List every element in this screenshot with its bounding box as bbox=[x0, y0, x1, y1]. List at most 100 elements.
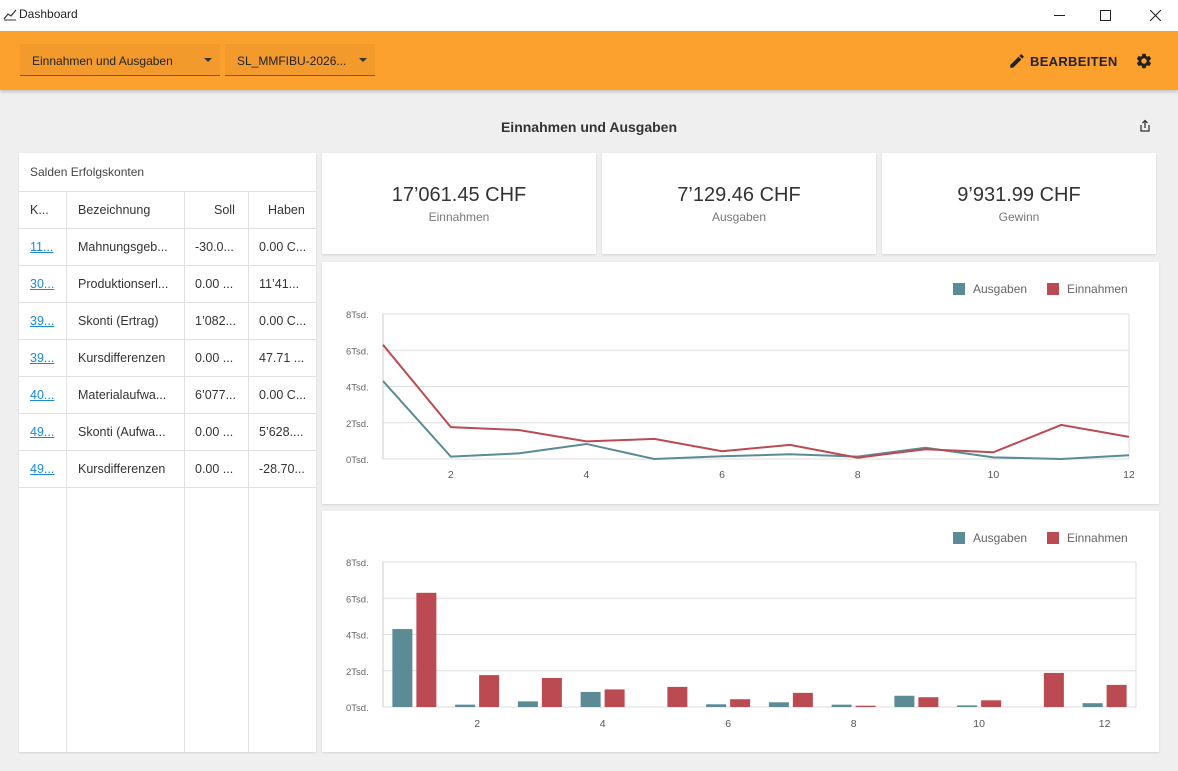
minimize-button[interactable] bbox=[1036, 0, 1082, 31]
table-cell-konto[interactable]: 40... bbox=[30, 388, 55, 402]
bar-ausgaben bbox=[831, 704, 852, 707]
bar-einnahmen bbox=[918, 697, 939, 707]
y-tick-label: 2Tsd. bbox=[346, 419, 369, 430]
divider bbox=[19, 191, 316, 192]
bar-einnahmen bbox=[479, 675, 500, 707]
bar-ausgaben bbox=[768, 702, 789, 707]
x-tick-label: 4 bbox=[584, 469, 590, 481]
close-button[interactable] bbox=[1132, 0, 1178, 31]
table-row-divider bbox=[19, 376, 316, 377]
gear-icon[interactable] bbox=[1135, 52, 1153, 70]
table-cell-haben: 47.71 ... bbox=[259, 351, 305, 365]
table-cell-konto[interactable]: 39... bbox=[30, 351, 55, 365]
x-tick-label: 6 bbox=[719, 469, 725, 481]
table-cell-konto[interactable]: 39... bbox=[30, 314, 55, 328]
bar-ausgaben bbox=[455, 704, 476, 707]
bar-einnahmen bbox=[604, 689, 625, 707]
y-tick-label: 6Tsd. bbox=[346, 346, 369, 357]
chevron-down-icon bbox=[359, 58, 367, 62]
bar-chart: 0Tsd. 2Tsd. 4Tsd. 6Tsd. 8Tsd. 2 4 6 8 10 12 bbox=[346, 558, 1137, 730]
x-tick-label: 2 bbox=[474, 718, 480, 730]
x-tick-label: 12 bbox=[1123, 469, 1135, 481]
y-tick-label: 4Tsd. bbox=[346, 383, 369, 394]
column-header-haben[interactable]: Haben bbox=[268, 203, 305, 217]
table-cell-haben: 0.00 C... bbox=[259, 388, 307, 402]
bar-ausgaben bbox=[706, 704, 727, 707]
table-cell-konto[interactable]: 30... bbox=[30, 277, 55, 291]
divider bbox=[19, 228, 316, 229]
table-cell-bezeichnung: Kursdifferenzen bbox=[78, 351, 166, 365]
column-header-bezeichnung[interactable]: Bezeichnung bbox=[78, 203, 151, 217]
bar-einnahmen bbox=[792, 692, 813, 707]
chart-line-icon bbox=[3, 9, 17, 21]
x-tick-label: 6 bbox=[725, 718, 731, 730]
window-title: Dashboard bbox=[19, 7, 78, 21]
dataset-select[interactable]: SL_MMFIBU-2026... bbox=[225, 44, 375, 76]
share-icon[interactable] bbox=[1138, 119, 1152, 133]
maximize-button[interactable] bbox=[1082, 0, 1128, 31]
x-tick-label: 8 bbox=[855, 469, 861, 481]
kpi-label: Ausgaben bbox=[711, 210, 767, 224]
divider bbox=[248, 191, 249, 752]
kpi-label: Einnahmen bbox=[428, 210, 490, 224]
report-select[interactable]: Einnahmen und Ausgaben bbox=[20, 44, 220, 76]
table-cell-soll: 0.00 ... bbox=[195, 277, 234, 291]
legend-item-einnahmen[interactable]: Einnahmen bbox=[1047, 531, 1128, 545]
legend-label: Einnahmen bbox=[1067, 282, 1128, 296]
divider bbox=[184, 191, 185, 752]
kpi-ausgaben: 7’129.46 CHF Ausgaben bbox=[602, 153, 876, 254]
table-cell-haben: 0.00 C... bbox=[259, 314, 307, 328]
legend-swatch bbox=[1047, 283, 1059, 295]
bar-einnahmen bbox=[416, 592, 437, 707]
edit-button[interactable]: BEARBEITEN bbox=[1008, 50, 1118, 72]
table-row-divider bbox=[19, 339, 316, 340]
kpi-label: Gewinn bbox=[998, 210, 1040, 224]
bar-ausgaben bbox=[1082, 703, 1103, 707]
series-line-ausgaben bbox=[382, 380, 1130, 461]
line-chart-card: Ausgaben Einnahmen 0Tsd. 2Tsd. 4Tsd. 6Tsd. 8… bbox=[322, 262, 1159, 504]
y-tick-label: 8Tsd. bbox=[346, 558, 369, 569]
report-select-value: Einnahmen und Ausgaben bbox=[32, 54, 173, 68]
table-cell-konto[interactable]: 49... bbox=[30, 462, 55, 476]
kpi-value: 17’061.45 CHF bbox=[391, 184, 527, 206]
bar-chart-card: Ausgaben Einnahmen 0Tsd. 2Tsd. 4Tsd. 6Tsd. 8… bbox=[322, 511, 1159, 752]
column-header-konto[interactable]: K... bbox=[30, 203, 49, 217]
table-row-divider bbox=[19, 265, 316, 266]
legend-item-einnahmen[interactable]: Einnahmen bbox=[1047, 282, 1128, 296]
x-tick-label: 2 bbox=[448, 469, 454, 481]
legend-label: Ausgaben bbox=[973, 531, 1028, 545]
page-title: Einnahmen und Ausgaben bbox=[500, 119, 678, 135]
table-cell-soll: 0.00 ... bbox=[195, 462, 234, 476]
edit-button-label: BEARBEITEN bbox=[1030, 53, 1118, 69]
table-cell-bezeichnung: Skonti (Aufwa... bbox=[78, 425, 166, 439]
bar-einnahmen bbox=[730, 699, 751, 707]
table-cell-soll: 0.00 ... bbox=[195, 425, 234, 439]
y-tick-label: 8Tsd. bbox=[346, 310, 369, 321]
kpi-value: 9’931.99 CHF bbox=[957, 184, 1081, 206]
table-cell-bezeichnung: Kursdifferenzen bbox=[78, 462, 166, 476]
line-chart: 0Tsd. 2Tsd. 4Tsd. 6Tsd. 8Tsd. 2 4 6 8 10 12 bbox=[346, 310, 1135, 481]
table-title: Salden Erfolgskonten bbox=[30, 165, 145, 179]
dataset-select-value: SL_MMFIBU-2026... bbox=[237, 54, 347, 68]
bar-einnahmen bbox=[1106, 684, 1127, 707]
column-header-soll[interactable]: Soll bbox=[214, 203, 235, 217]
toolbar: Einnahmen und Ausgaben SL_MMFIBU-2026...… bbox=[0, 31, 1178, 90]
kpi-value: 7’129.46 CHF bbox=[677, 184, 801, 206]
table-cell-konto[interactable]: 11... bbox=[30, 240, 54, 254]
table-cell-bezeichnung: Produktionserl... bbox=[78, 277, 169, 291]
legend-swatch bbox=[953, 532, 965, 544]
y-tick-label: 0Tsd. bbox=[346, 703, 369, 714]
bar-ausgaben bbox=[580, 691, 601, 707]
y-tick-label: 6Tsd. bbox=[346, 594, 369, 605]
bar-ausgaben bbox=[894, 695, 915, 707]
table-cell-bezeichnung: Skonti (Ertrag) bbox=[78, 314, 159, 328]
table-row-divider bbox=[19, 487, 316, 488]
legend-item-ausgaben[interactable]: Ausgaben bbox=[953, 531, 1027, 545]
x-tick-label: 10 bbox=[988, 469, 1000, 481]
table-cell-konto[interactable]: 49... bbox=[30, 425, 55, 439]
legend-label: Ausgaben bbox=[973, 282, 1028, 296]
legend-item-ausgaben[interactable]: Ausgaben bbox=[953, 282, 1027, 296]
kpi-einnahmen: 17’061.45 CHF Einnahmen bbox=[322, 153, 596, 254]
window-titlebar: Dashboard bbox=[0, 0, 1178, 31]
table-cell-soll: 1’082... bbox=[195, 314, 237, 328]
